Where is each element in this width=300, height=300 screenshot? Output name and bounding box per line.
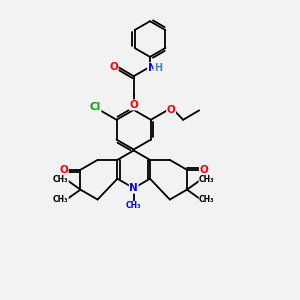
Text: CH₃: CH₃ (53, 195, 68, 204)
Text: CH₃: CH₃ (199, 195, 214, 204)
Text: CH₃: CH₃ (53, 175, 68, 184)
Text: O: O (167, 105, 176, 116)
Text: N: N (148, 63, 156, 73)
Text: H: H (154, 63, 162, 73)
Text: Cl: Cl (90, 102, 101, 112)
Text: N: N (129, 183, 138, 193)
Text: O: O (200, 165, 208, 175)
Text: CH₃: CH₃ (199, 175, 214, 184)
Text: O: O (129, 100, 138, 110)
Text: CH₃: CH₃ (126, 202, 141, 211)
Text: O: O (110, 62, 118, 72)
Text: O: O (59, 165, 68, 175)
